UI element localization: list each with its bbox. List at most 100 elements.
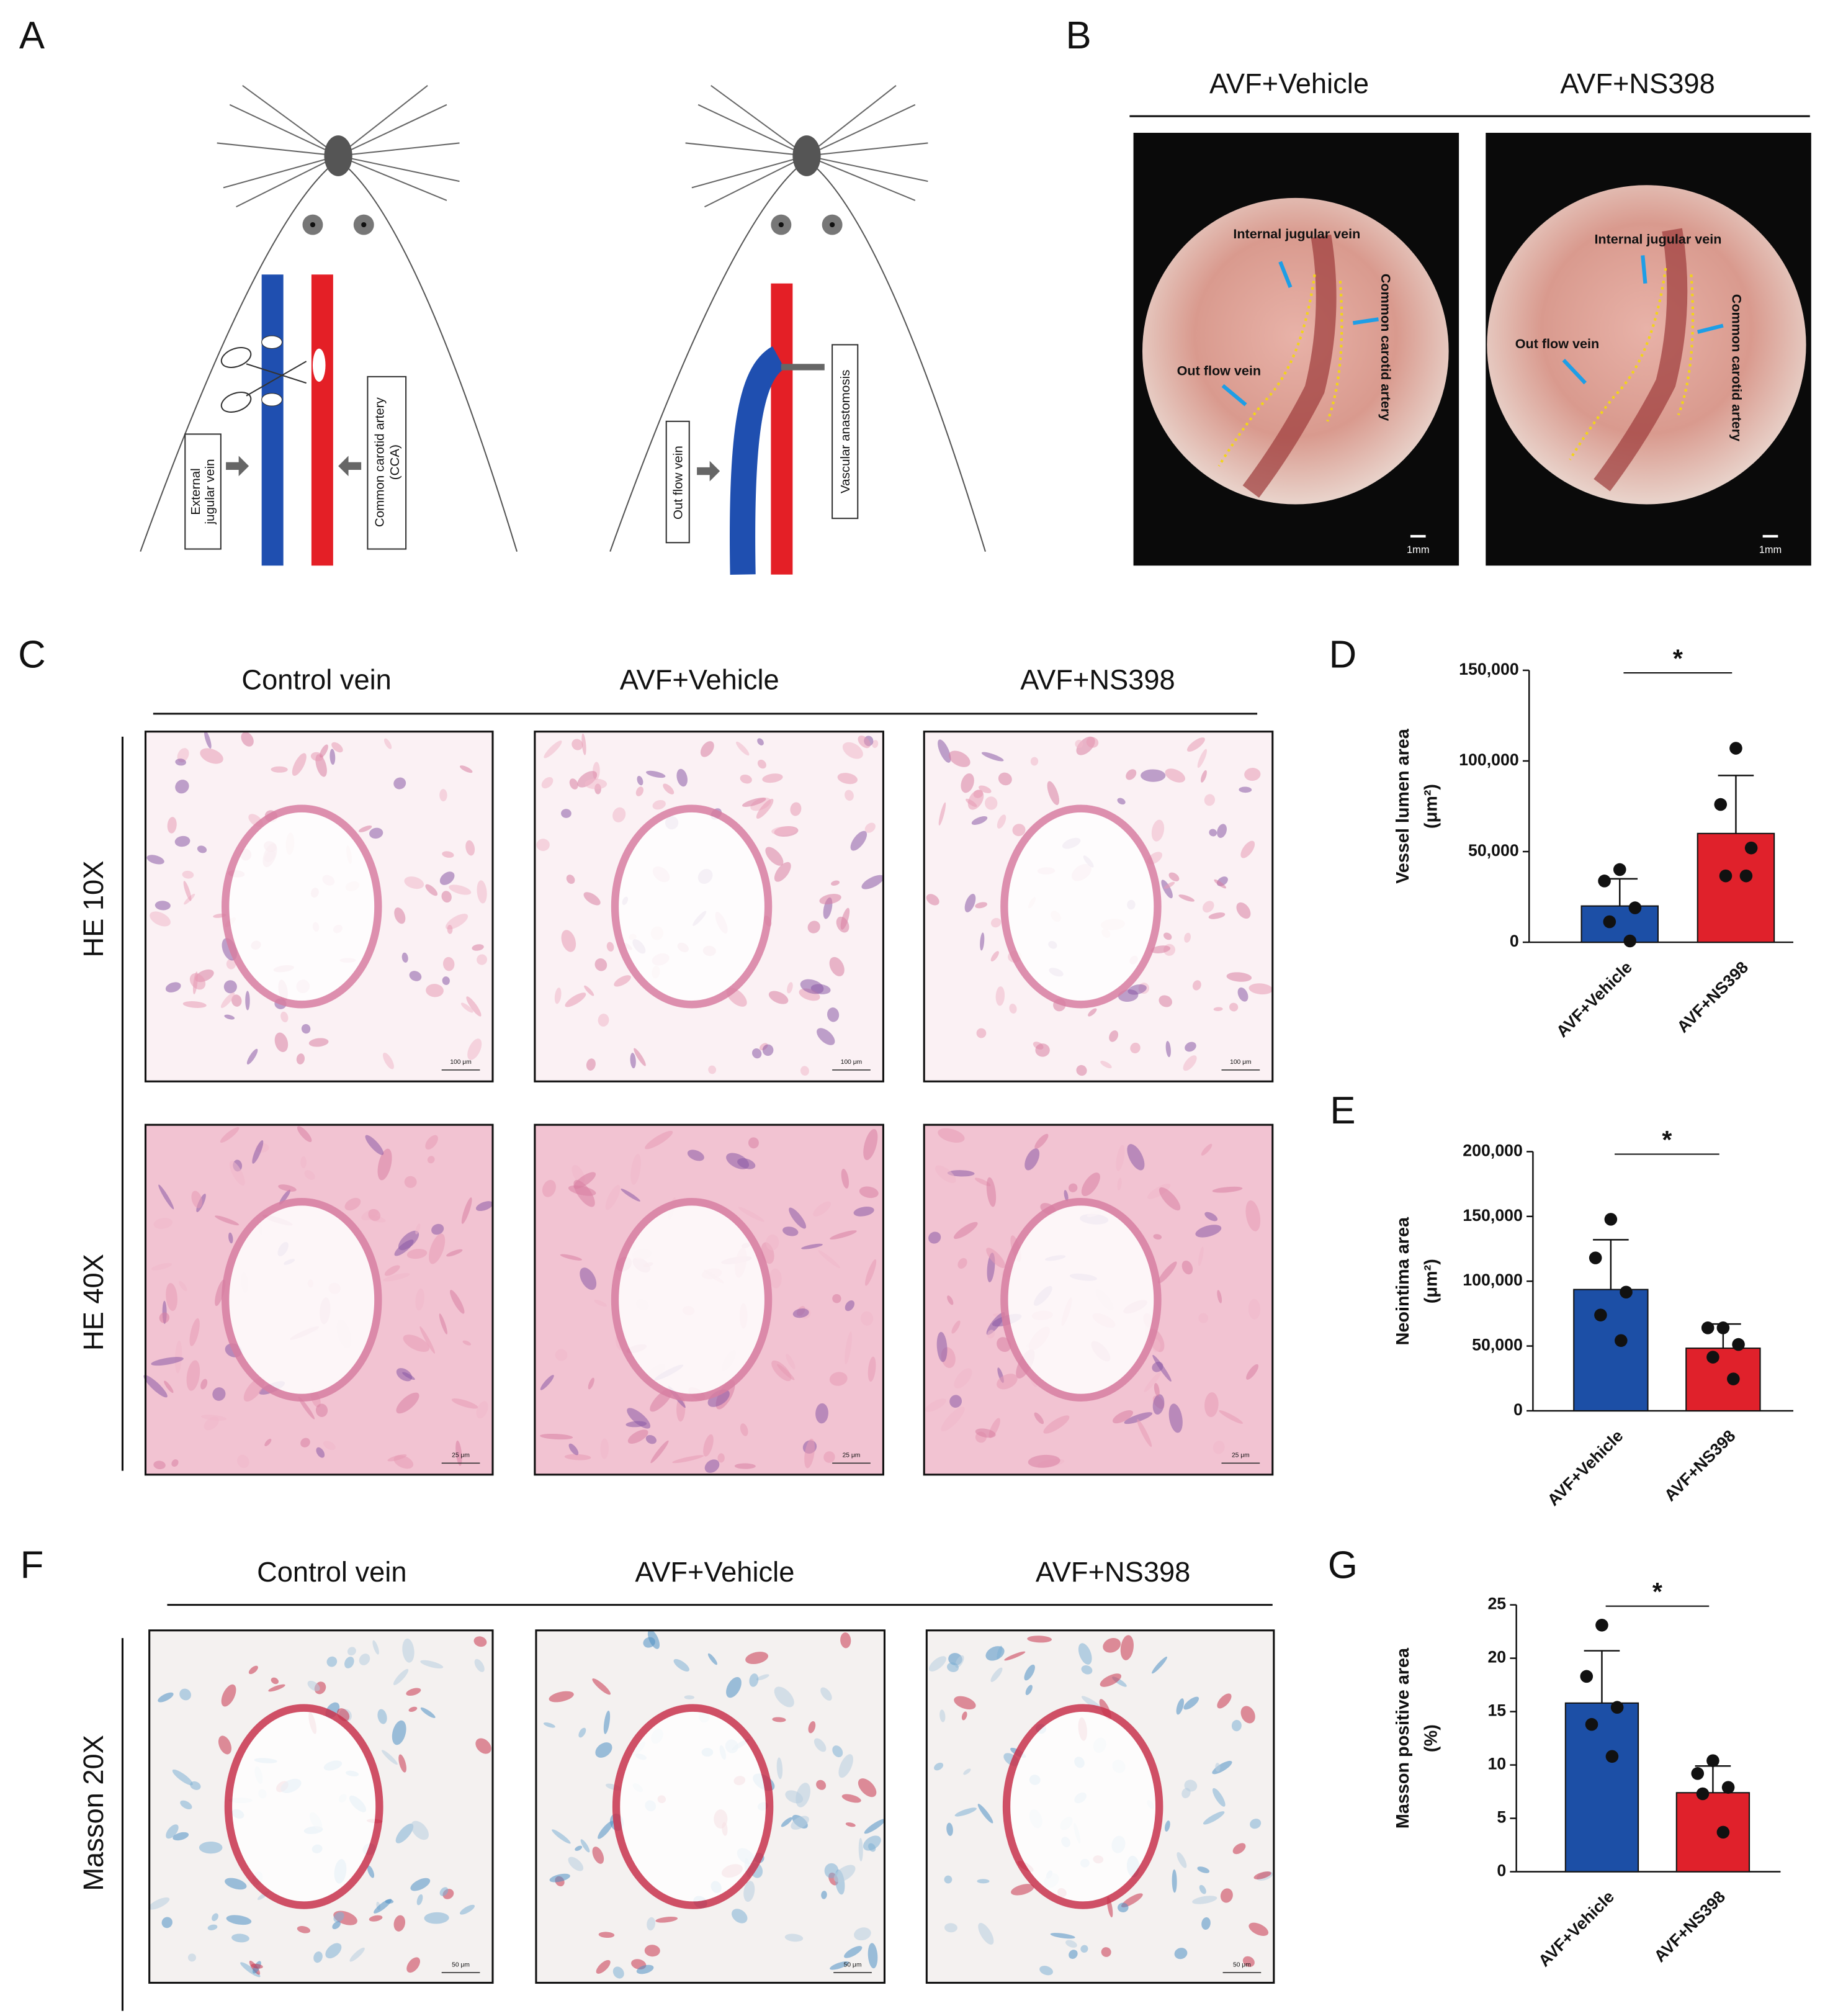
tissue-blob — [586, 1058, 596, 1071]
label: jugular vein — [203, 459, 217, 524]
tissue-blob — [789, 1207, 807, 1229]
tissue-blob — [1217, 824, 1227, 838]
tissue-blob — [717, 1453, 725, 1463]
label: External — [189, 468, 203, 515]
tissue-blob — [598, 1820, 614, 1839]
tissue-blob — [781, 1817, 792, 1827]
tissue-blob — [237, 1454, 249, 1469]
tissue-blob — [592, 1678, 611, 1695]
whisker — [704, 155, 807, 208]
tissue-blob — [404, 1176, 417, 1188]
tissue-blob — [771, 1360, 792, 1382]
tissue-blob — [637, 776, 643, 786]
tissue-blob — [1035, 1043, 1050, 1057]
tile-border — [534, 1123, 884, 1476]
tissue-blob — [603, 1710, 611, 1734]
tissue-blob — [1161, 880, 1173, 899]
tissue-blob — [199, 1841, 223, 1854]
data-point — [1691, 1767, 1705, 1780]
tissue-blob — [842, 742, 863, 759]
tissue-blob — [1165, 768, 1186, 783]
tissue-blob — [151, 1357, 184, 1366]
tissue-blob — [850, 830, 867, 851]
tissue-blob — [248, 1665, 258, 1675]
tissue-blob — [796, 1783, 810, 1807]
tissue-blob — [552, 1829, 571, 1844]
label: HE 40X — [78, 1254, 109, 1351]
label: AVF+NS398 — [1560, 68, 1715, 99]
tissue-blob — [644, 1945, 660, 1957]
tissue-blob — [403, 1334, 429, 1352]
tissue-blob — [1213, 1007, 1223, 1012]
tissue-blob — [792, 1308, 809, 1318]
tissue-blob — [985, 796, 998, 810]
tissue-blob — [561, 930, 576, 952]
tissue-blob — [441, 891, 452, 903]
tissue-blob — [1183, 1696, 1199, 1710]
tissue-blob — [647, 1917, 656, 1931]
y-tick-label: 100,000 — [1463, 1271, 1523, 1289]
tissue-blob — [1024, 1148, 1040, 1171]
tissue-blob — [621, 1189, 640, 1202]
tissue-blob — [1231, 1719, 1242, 1732]
tissue-blob — [460, 1002, 473, 1013]
tissue-blob — [845, 790, 854, 801]
tissue-blob — [308, 1038, 329, 1047]
tissue-blob — [439, 1887, 449, 1896]
tissue-blob — [787, 982, 793, 994]
bar — [1675, 1792, 1751, 1873]
tissue-blob — [791, 1816, 809, 1830]
tile-border — [534, 731, 884, 1082]
panel-label: C — [18, 634, 46, 677]
tissue-blob — [278, 1184, 297, 1192]
tissue-blob — [833, 1865, 856, 1883]
scale-label: 100 μm — [841, 1059, 862, 1066]
tissue-blob — [460, 1904, 475, 1915]
tissue-blob — [647, 1629, 660, 1649]
tissue-blob — [1164, 1820, 1170, 1832]
tissue-blob — [297, 1126, 312, 1143]
arrow — [1278, 261, 1293, 289]
tile-border — [148, 1629, 494, 1984]
artery — [771, 283, 793, 575]
tissue-blob — [349, 1947, 365, 1962]
tissue-blob — [164, 1380, 174, 1393]
tissue-blob — [1034, 1133, 1049, 1149]
tissue-blob — [367, 1865, 375, 1878]
tissue-blob — [954, 1696, 976, 1710]
tissue-blob — [766, 1234, 779, 1251]
tissue-blob — [393, 1915, 406, 1932]
tissue-blob — [439, 789, 447, 802]
data-point — [1716, 1825, 1730, 1839]
tissue-blob — [1116, 1145, 1125, 1171]
data-point — [1696, 1787, 1710, 1801]
tissue-blob — [207, 1924, 218, 1930]
tissue-blob — [627, 1429, 648, 1444]
tissue-blob — [1004, 1651, 1026, 1661]
tissue-blob — [830, 1961, 850, 1970]
tissue-blob — [474, 1658, 485, 1672]
tissue-blob — [1172, 1869, 1177, 1893]
tissue-blob — [172, 1769, 193, 1786]
tissue-blob — [1124, 1412, 1153, 1424]
tissue-blob — [594, 958, 607, 971]
tissue-blob — [1213, 1788, 1226, 1807]
tissue-blob — [1232, 1843, 1246, 1855]
tissue-blob — [1183, 1055, 1197, 1071]
tissue-blob — [264, 1438, 272, 1447]
tissue-blob — [344, 1197, 361, 1211]
histology-image — [148, 1629, 494, 1984]
tissue-blob — [1027, 1636, 1052, 1643]
tissue-blob — [947, 1295, 954, 1305]
tissue-blob — [953, 1222, 978, 1240]
tissue-blob — [415, 1288, 424, 1311]
tissue-blob — [197, 845, 207, 853]
tissue-blob — [800, 979, 824, 994]
tissue-blob — [1212, 1186, 1243, 1193]
tissue-blob — [1248, 1298, 1261, 1320]
tissue-blob — [928, 1231, 941, 1244]
tissue-blob — [740, 1423, 748, 1436]
tissue-blob — [165, 982, 181, 992]
tissue-blob — [1100, 1061, 1112, 1069]
tissue-blob — [581, 733, 586, 755]
